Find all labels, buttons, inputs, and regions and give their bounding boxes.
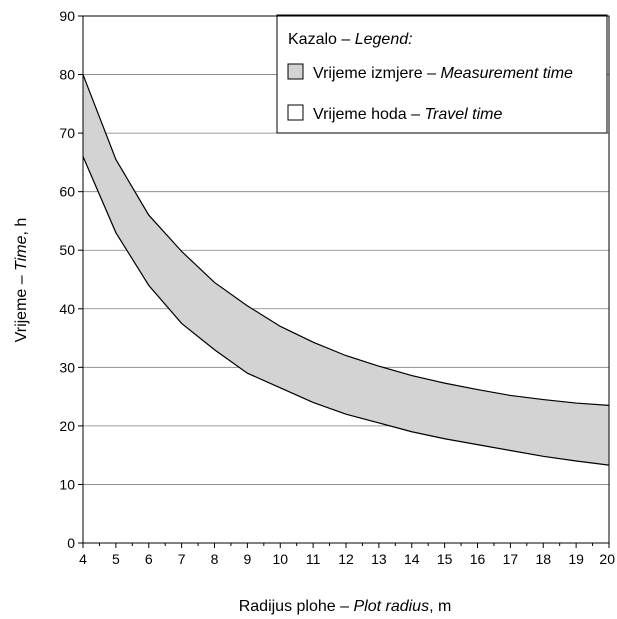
y-tick-label-20: 20 [59, 418, 75, 434]
x-tick-label-5: 5 [112, 551, 120, 567]
upper-curve [82, 74, 610, 406]
legend: Kazalo – Legend: Vrijeme izmjere – Measu… [276, 14, 608, 134]
x-tick-label-19: 19 [568, 551, 584, 567]
x-tick-label-14: 14 [404, 551, 420, 567]
legend-entry-travel: Vrijeme hoda – Travel time [313, 106, 503, 123]
x-tick-label-20: 20 [599, 551, 615, 567]
y-tick-label-70: 70 [59, 125, 75, 141]
x-tick-label-8: 8 [211, 551, 219, 567]
x-tick-label-17: 17 [503, 551, 519, 567]
x-tick-label-4: 4 [79, 551, 87, 567]
x-tick-label-9: 9 [243, 551, 251, 567]
x-tick-label-12: 12 [338, 551, 354, 567]
y-tick-label-60: 60 [59, 184, 75, 200]
x-tick-label-7: 7 [178, 551, 186, 567]
x-tick-label-11: 11 [306, 551, 321, 567]
y-tick-label-50: 50 [59, 242, 75, 258]
x-tick-label-10: 10 [272, 551, 288, 567]
legend-box [276, 14, 608, 134]
x-tick-label-15: 15 [437, 551, 453, 567]
y-tick-label-0: 0 [67, 535, 75, 551]
measurement-time-band [83, 74, 609, 466]
lower-curve [82, 156, 610, 466]
x-tick-label-16: 16 [470, 551, 486, 567]
y-tick-label-40: 40 [59, 301, 75, 317]
x-axis-ticks: 4 5 6 7 8 9 10 11 12 13 14 15 16 17 18 19 20 [79, 543, 615, 567]
x-axis-label: Radijus plohe – Plot radius, m [239, 598, 452, 615]
x-tick-label-18: 18 [535, 551, 551, 567]
legend-swatch-measurement [287, 63, 304, 80]
y-tick-label-30: 30 [59, 359, 75, 375]
legend-swatch-travel [287, 104, 304, 121]
y-tick-label-10: 10 [59, 476, 75, 492]
x-tick-label-6: 6 [145, 551, 153, 567]
legend-title: Kazalo – Legend: [288, 31, 413, 48]
legend-entry-measurement: Vrijeme izmjere – Measurement time [313, 65, 573, 82]
y-tick-label-80: 80 [59, 67, 75, 83]
x-tick-label-13: 13 [371, 551, 387, 567]
y-axis-label: Vrijeme – Time, h [13, 218, 30, 343]
y-axis-ticks: 0 10 20 30 40 50 60 70 80 90 [59, 8, 83, 551]
y-tick-label-90: 90 [59, 8, 75, 24]
